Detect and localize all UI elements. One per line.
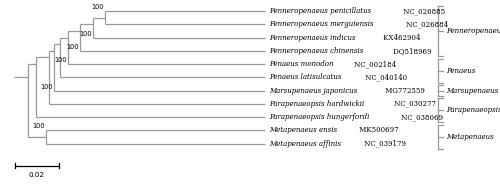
Text: 0.02: 0.02 [29,172,45,178]
Text: Fenneropenaeus: Fenneropenaeus [446,27,500,35]
Text: Metapenaeus ensis: Metapenaeus ensis [269,126,337,134]
Text: KX462904: KX462904 [381,33,420,42]
Text: 100: 100 [92,4,104,10]
Text: Marsupenaeus: Marsupenaeus [446,86,498,95]
Text: Fenneropenaeus indicus: Fenneropenaeus indicus [269,33,356,42]
Text: 100: 100 [40,84,53,90]
Text: NC_040140: NC_040140 [362,73,406,81]
Text: Metapenaeus affinis: Metapenaeus affinis [269,139,341,148]
Text: Fenneropenaeus chinensis: Fenneropenaeus chinensis [269,47,364,55]
Text: NC_039179: NC_039179 [362,139,406,148]
Text: Fenneropenaeus merguiensis: Fenneropenaeus merguiensis [269,20,374,28]
Text: Marsupenaeus japonicus: Marsupenaeus japonicus [269,86,357,95]
Text: MG772559: MG772559 [383,86,424,95]
Text: Parapenaeopsis hungerfordi: Parapenaeopsis hungerfordi [269,113,370,121]
Text: DQ518969: DQ518969 [391,47,432,55]
Text: 100: 100 [66,44,79,50]
Text: Penaeus latisulcatus: Penaeus latisulcatus [269,73,342,81]
Text: MK500697: MK500697 [357,126,399,134]
Text: Penaeus: Penaeus [446,67,476,75]
Text: 100: 100 [79,31,92,37]
Text: Metapenaeus: Metapenaeus [446,133,494,141]
Text: 100: 100 [32,123,45,129]
Text: NC_030277: NC_030277 [392,100,436,108]
Text: Fenneropenaeus penicillatus: Fenneropenaeus penicillatus [269,7,371,15]
Text: NC_026884: NC_026884 [404,20,448,28]
Text: NC_026885: NC_026885 [401,7,445,15]
Text: Parapenaeopsis: Parapenaeopsis [446,106,500,114]
Text: 100: 100 [54,57,66,63]
Text: Penaeus monodon: Penaeus monodon [269,60,334,68]
Text: NC_038069: NC_038069 [398,113,442,121]
Text: Parapenaeopsis hardwickii: Parapenaeopsis hardwickii [269,100,364,108]
Text: NC_002184: NC_002184 [352,60,397,68]
